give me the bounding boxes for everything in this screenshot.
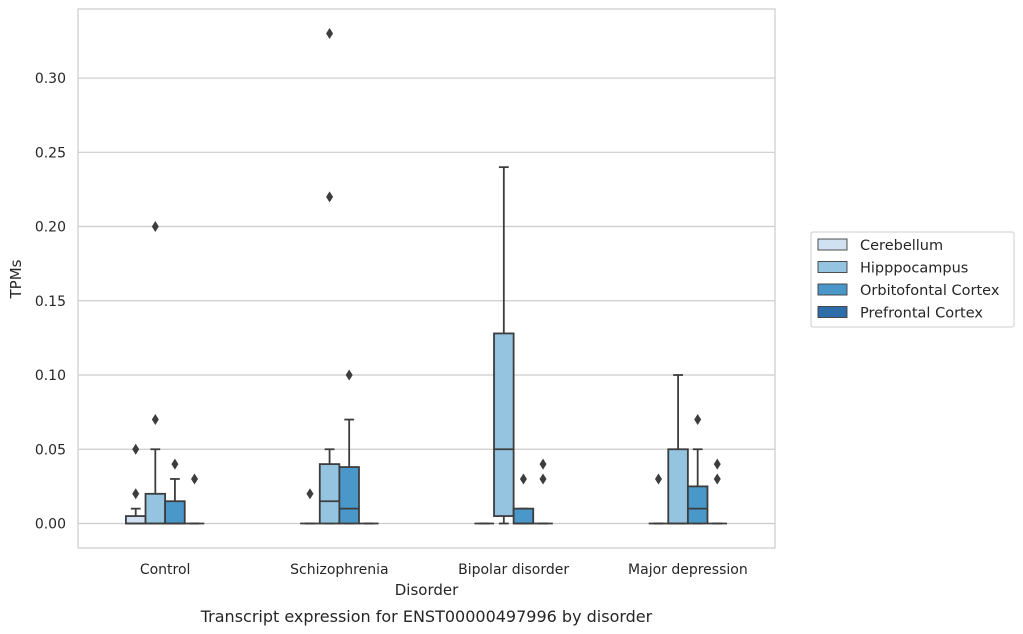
legend-label: Cerebellum: [860, 238, 943, 254]
box-orbitofontal-cortex: [338, 369, 360, 525]
outlier-point: [345, 369, 353, 381]
legend: Cerebellum Hipppocampus Orbitofontal Corte…: [810, 231, 1015, 328]
outlier-point: [539, 458, 547, 470]
box-iqr: [512, 507, 535, 525]
box-orbitofontal-cortex: [686, 414, 709, 525]
legend-swatch: [817, 261, 848, 273]
box-iqr: [686, 485, 709, 525]
chart-caption: Transcript expression for ENST0000049799…: [200, 607, 653, 626]
y-tick-label: 0.25: [35, 145, 66, 161]
outlier-point: [191, 473, 199, 485]
outlier-point: [151, 414, 159, 426]
outlier-point: [132, 443, 140, 455]
box-cerebellum: [125, 443, 147, 525]
legend-swatch: [817, 306, 848, 318]
box-hipppocampus: [318, 28, 341, 525]
y-tick-label: 0.10: [35, 368, 66, 384]
y-tick-label: 0.15: [35, 294, 66, 310]
outlier-point: [132, 488, 140, 500]
box-iqr: [667, 448, 689, 525]
box-cerebellum: [648, 473, 669, 525]
legend-label: Prefrontal Cortex: [860, 306, 983, 322]
box-cerebellum: [300, 488, 320, 525]
outlier-point: [306, 488, 314, 500]
x-tick-label: Control: [140, 562, 191, 578]
legend-label: Hipppocampus: [860, 261, 968, 277]
box-hipppocampus: [493, 166, 515, 525]
box-orbitofontal-cortex: [512, 473, 535, 525]
x-tick-label: Major depression: [628, 562, 748, 578]
outlier-point: [519, 473, 527, 485]
plot-area: [77, 8, 776, 549]
y-axis-label: TPMs: [7, 259, 25, 299]
box-iqr: [493, 332, 515, 517]
outlier-point: [654, 473, 662, 485]
box-hipppocampus: [667, 374, 689, 525]
legend-label: Orbitofontal Cortex: [860, 283, 1000, 299]
box-prefrontal-cortex: [533, 458, 553, 525]
outlier-point: [326, 28, 334, 39]
outlier-point: [171, 458, 179, 470]
box-iqr: [338, 466, 360, 525]
y-tick-label: 0.00: [35, 517, 66, 533]
box-prefrontal-cortex: [707, 458, 728, 525]
x-axis-label: Disorder: [395, 581, 459, 599]
outlier-point: [539, 473, 547, 485]
x-axis-ticks: Control Schizophrenia Bipolar disorder Majo…: [140, 562, 748, 578]
outlier-point: [326, 191, 334, 203]
box-iqr: [125, 515, 147, 525]
outlier-point: [713, 458, 721, 470]
outlier-point: [713, 473, 721, 485]
y-axis-ticks: 0.00 0.05 0.10 0.15 0.20 0.25 0.30: [35, 71, 66, 532]
box-orbitofontal-cortex: [164, 458, 186, 525]
box-iqr: [144, 492, 167, 525]
legend-swatch: [817, 283, 848, 296]
y-tick-label: 0.05: [35, 442, 66, 458]
legend-frame: [810, 231, 1015, 328]
box-iqr: [164, 500, 186, 525]
outlier-point: [151, 221, 159, 233]
boxes: [125, 28, 728, 525]
outlier-point: [694, 414, 702, 426]
y-tick-label: 0.20: [35, 220, 66, 236]
legend-swatch: [817, 238, 848, 251]
x-tick-label: Bipolar disorder: [458, 562, 569, 578]
x-tick-label: Schizophrenia: [290, 562, 388, 578]
box-prefrontal-cortex: [184, 473, 205, 525]
y-tick-label: 0.30: [35, 71, 66, 87]
box-iqr: [318, 463, 341, 525]
